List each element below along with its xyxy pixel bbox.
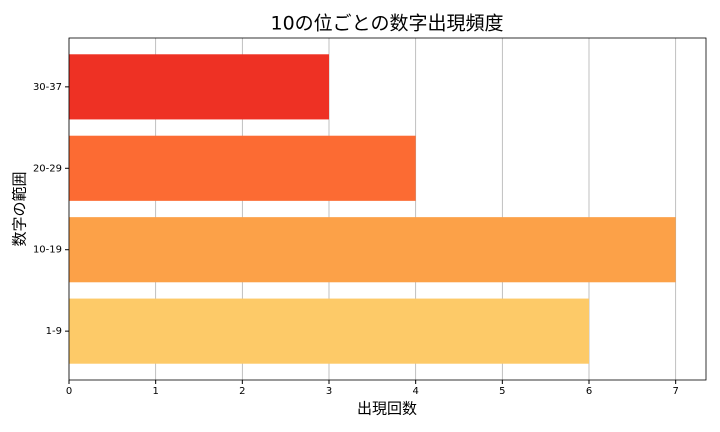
x-tick-label: 6: [586, 386, 592, 397]
y-tick-label: 20-29: [33, 163, 62, 174]
bar: [69, 135, 416, 201]
x-tick-label: 7: [672, 386, 678, 397]
bar: [69, 54, 329, 120]
x-tick-label: 2: [239, 386, 245, 397]
bar: [69, 217, 676, 283]
y-axis-label: 数字の範囲: [11, 171, 29, 246]
chart-title: 10の位ごとの数字出現頻度: [271, 13, 504, 35]
y-tick-label: 1-9: [46, 326, 62, 337]
y-tick-label: 30-37: [33, 82, 62, 93]
x-tick-label: 5: [499, 386, 505, 397]
x-tick-label: 0: [66, 386, 72, 397]
x-tick-label: 3: [326, 386, 332, 397]
plot-frame: [68, 37, 707, 381]
x-axis-label: 出現回数: [357, 400, 417, 418]
x-tick-label: 4: [412, 386, 418, 397]
y-tick-label: 10-19: [33, 245, 62, 256]
x-tick-label: 1: [152, 386, 158, 397]
bar: [69, 298, 589, 364]
